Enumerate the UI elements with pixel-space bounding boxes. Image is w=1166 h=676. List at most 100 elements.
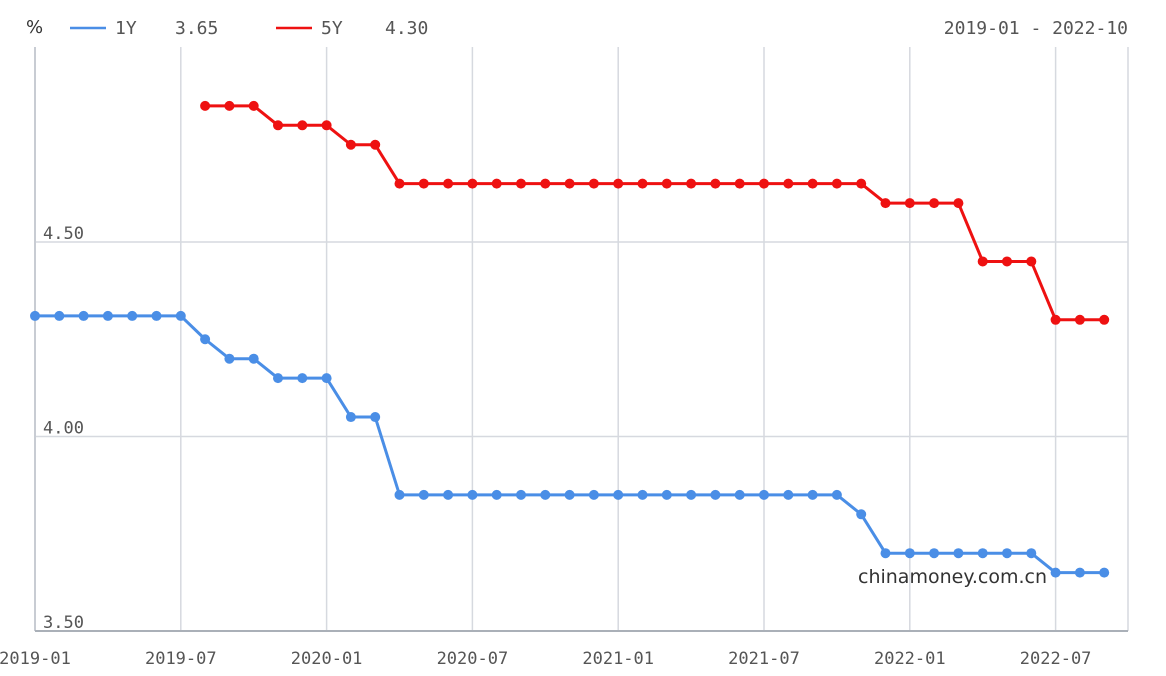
- data-point-5Y[interactable]: [200, 100, 211, 111]
- data-point-5Y[interactable]: [831, 178, 842, 189]
- data-point-1Y[interactable]: [273, 373, 283, 384]
- data-point-5Y[interactable]: [540, 178, 551, 189]
- x-tick-label: 2021-01: [582, 649, 654, 669]
- tick-labels: 2019-01 2019-07 2020-01 2020-07 2021-01 2021-…: [0, 224, 1091, 669]
- data-point-1Y[interactable]: [200, 334, 211, 345]
- data-point-1Y[interactable]: [1050, 567, 1061, 578]
- data-point-1Y[interactable]: [345, 412, 356, 423]
- data-point-5Y[interactable]: [783, 178, 794, 189]
- data-point-5Y[interactable]: [953, 198, 964, 209]
- data-point-5Y[interactable]: [491, 178, 502, 189]
- data-point-1Y[interactable]: [443, 489, 454, 500]
- series: [30, 100, 1110, 578]
- data-point-1Y[interactable]: [30, 310, 40, 321]
- data-point-5Y[interactable]: [273, 120, 283, 131]
- data-point-5Y[interactable]: [904, 198, 915, 209]
- data-point-1Y[interactable]: [54, 310, 65, 321]
- data-point-5Y[interactable]: [394, 178, 405, 189]
- data-point-5Y[interactable]: [588, 178, 599, 189]
- data-point-5Y[interactable]: [1099, 314, 1110, 325]
- data-point-1Y[interactable]: [759, 489, 769, 500]
- data-point-1Y[interactable]: [831, 489, 842, 500]
- data-point-1Y[interactable]: [1074, 567, 1085, 578]
- watermark: chinamoney.com.cn: [858, 566, 1047, 588]
- axes: [34, 47, 1128, 632]
- x-tick-label: 2019-01: [0, 649, 71, 669]
- data-point-5Y[interactable]: [224, 100, 235, 111]
- data-point-5Y[interactable]: [613, 178, 624, 189]
- data-point-5Y[interactable]: [1074, 314, 1085, 325]
- data-point-1Y[interactable]: [394, 489, 405, 500]
- data-point-1Y[interactable]: [151, 310, 162, 321]
- data-point-1Y[interactable]: [807, 489, 818, 500]
- data-point-5Y[interactable]: [1026, 256, 1037, 267]
- data-point-1Y[interactable]: [637, 489, 648, 500]
- data-point-5Y[interactable]: [248, 100, 259, 111]
- series-line-1Y: [35, 314, 1105, 575]
- data-point-1Y[interactable]: [564, 489, 575, 500]
- data-point-1Y[interactable]: [540, 489, 551, 500]
- data-point-5Y[interactable]: [977, 256, 988, 267]
- data-point-5Y[interactable]: [516, 178, 526, 189]
- y-tick-label: 4.00: [43, 419, 84, 439]
- data-point-5Y[interactable]: [759, 178, 769, 189]
- data-point-1Y[interactable]: [370, 412, 381, 423]
- data-point-5Y[interactable]: [661, 178, 672, 189]
- data-point-1Y[interactable]: [880, 548, 891, 559]
- data-point-1Y[interactable]: [1099, 567, 1110, 578]
- data-point-1Y[interactable]: [127, 310, 138, 321]
- data-point-1Y[interactable]: [613, 489, 624, 500]
- data-point-5Y[interactable]: [297, 120, 308, 131]
- data-point-5Y[interactable]: [370, 139, 381, 150]
- data-point-5Y[interactable]: [710, 178, 721, 189]
- data-point-5Y[interactable]: [734, 178, 745, 189]
- data-point-5Y[interactable]: [564, 178, 575, 189]
- data-point-1Y[interactable]: [734, 489, 745, 500]
- data-point-1Y[interactable]: [686, 489, 697, 500]
- data-point-5Y[interactable]: [321, 120, 332, 131]
- data-point-1Y[interactable]: [418, 489, 429, 500]
- data-point-5Y[interactable]: [1002, 256, 1012, 267]
- data-point-5Y[interactable]: [807, 178, 818, 189]
- x-tick-label: 2020-07: [437, 649, 509, 669]
- data-point-1Y[interactable]: [491, 489, 502, 500]
- data-point-1Y[interactable]: [661, 489, 672, 500]
- data-point-1Y[interactable]: [102, 310, 113, 321]
- data-point-5Y[interactable]: [856, 178, 867, 189]
- data-point-1Y[interactable]: [929, 548, 940, 559]
- data-point-1Y[interactable]: [297, 373, 308, 384]
- data-point-1Y[interactable]: [248, 353, 259, 364]
- series-line-5Y: [205, 104, 1105, 322]
- data-point-1Y[interactable]: [321, 373, 332, 384]
- data-point-1Y[interactable]: [1026, 548, 1037, 559]
- data-point-5Y[interactable]: [880, 198, 891, 209]
- data-point-1Y[interactable]: [588, 489, 599, 500]
- data-point-5Y[interactable]: [443, 178, 454, 189]
- legend-1y-value: 3.65: [175, 18, 218, 39]
- data-point-1Y[interactable]: [224, 353, 235, 364]
- data-point-5Y[interactable]: [418, 178, 429, 189]
- data-point-5Y[interactable]: [1050, 314, 1061, 325]
- x-tick-label: 2019-07: [145, 649, 217, 669]
- data-point-1Y[interactable]: [78, 310, 89, 321]
- data-point-1Y[interactable]: [467, 489, 478, 500]
- date-range-label: 2019-01 - 2022-10: [944, 18, 1128, 39]
- data-point-1Y[interactable]: [175, 310, 186, 321]
- data-point-1Y[interactable]: [783, 489, 794, 500]
- y-tick-label: 3.50: [43, 613, 84, 633]
- data-point-1Y[interactable]: [1002, 548, 1012, 559]
- y-tick-label: 4.50: [43, 224, 84, 244]
- data-point-5Y[interactable]: [686, 178, 697, 189]
- data-point-5Y[interactable]: [637, 178, 648, 189]
- data-point-5Y[interactable]: [929, 198, 940, 209]
- data-point-5Y[interactable]: [467, 178, 478, 189]
- series-5Y-group: [200, 100, 1110, 325]
- data-point-1Y[interactable]: [904, 548, 915, 559]
- data-point-1Y[interactable]: [710, 489, 721, 500]
- data-point-1Y[interactable]: [856, 509, 867, 520]
- data-point-5Y[interactable]: [345, 139, 356, 150]
- data-point-1Y[interactable]: [953, 548, 964, 559]
- data-point-1Y[interactable]: [516, 489, 526, 500]
- data-point-1Y[interactable]: [977, 548, 988, 559]
